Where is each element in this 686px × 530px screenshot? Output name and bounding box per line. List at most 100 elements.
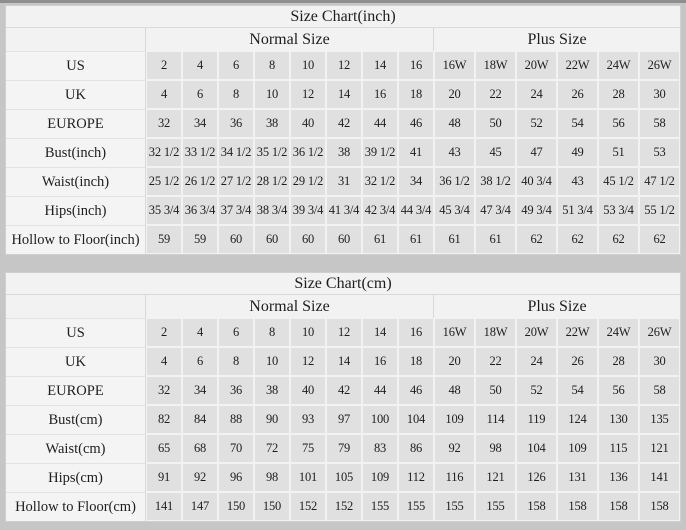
group-header-normal-size: Normal Size: [146, 295, 434, 318]
size-value: 90: [255, 406, 289, 433]
size-chart-cm-table: Size Chart(cm) Normal Size Plus Size US 2…: [5, 272, 681, 522]
size-value: 46: [399, 110, 433, 137]
size-value: 12: [291, 348, 325, 375]
size-value: 36 1/2: [435, 168, 474, 195]
size-value: 43: [435, 139, 474, 166]
size-value: 98: [255, 464, 289, 491]
size-value: 4: [147, 348, 181, 375]
size-value: 109: [435, 406, 474, 433]
size-value: 47: [517, 139, 556, 166]
table-row: Bust(inch) 32 1/2 33 1/2 34 1/2 35 1/2 36 1/2…: [6, 138, 680, 167]
size-value: 59: [147, 226, 181, 253]
size-value: 39 3/4: [291, 197, 325, 224]
size-value: 158: [558, 493, 597, 520]
size-value: 104: [517, 435, 556, 462]
size-value: 29 1/2: [291, 168, 325, 195]
size-value: 42: [327, 110, 361, 137]
size-value: 10: [255, 81, 289, 108]
size-value: 155: [435, 493, 474, 520]
size-value: 26W: [640, 319, 679, 346]
table-title: Size Chart(inch): [6, 6, 680, 28]
size-value: 24W: [599, 52, 638, 79]
size-value: 45: [476, 139, 515, 166]
size-value: 43: [558, 168, 597, 195]
group-header-spacer: [6, 28, 146, 51]
size-value: 4: [183, 52, 217, 79]
row-label: Hips(cm): [6, 463, 146, 492]
size-value: 62: [558, 226, 597, 253]
row-label: Hips(inch): [6, 196, 146, 225]
size-value: 92: [435, 435, 474, 462]
row-label: Waist(cm): [6, 434, 146, 463]
size-value: 155: [363, 493, 397, 520]
size-value: 42: [327, 377, 361, 404]
size-value: 12: [327, 52, 361, 79]
size-value: 109: [558, 435, 597, 462]
size-value: 54: [558, 377, 597, 404]
group-header-normal-size: Normal Size: [146, 28, 434, 51]
row-label: Bust(cm): [6, 405, 146, 434]
size-value: 104: [399, 406, 433, 433]
size-value: 36: [219, 377, 253, 404]
size-value: 45 1/2: [599, 168, 638, 195]
table-row: EUROPE 32 34 36 38 40 42 44 46 48 50 52 54 56 58: [6, 376, 680, 405]
size-value: 20W: [517, 52, 556, 79]
table-row: EUROPE 32 34 36 38 40 42 44 46 48 50 52 54 56 58: [6, 109, 680, 138]
size-value: 55 1/2: [640, 197, 679, 224]
size-value: 8: [255, 319, 289, 346]
size-value: 41: [399, 139, 433, 166]
table-body: US 2 4 6 8 10 12 14 16 16W 18W 20W 22W 24W 26W UK 4 6 8 10 1…: [6, 51, 680, 254]
size-value: 58: [640, 110, 679, 137]
size-value: 38: [255, 110, 289, 137]
size-value: 93: [291, 406, 325, 433]
table-body: US 2 4 6 8 10 12 14 16 16W 18W 20W 22W 24W 26W UK 4 6 8 10 1…: [6, 318, 680, 521]
size-value: 36: [219, 110, 253, 137]
size-value: 115: [599, 435, 638, 462]
group-header-row: Normal Size Plus Size: [6, 295, 680, 318]
size-value: 32: [147, 377, 181, 404]
size-value: 38 3/4: [255, 197, 289, 224]
group-header-row: Normal Size Plus Size: [6, 28, 680, 51]
size-value: 2: [147, 52, 181, 79]
table-row: US 2 4 6 8 10 12 14 16 16W 18W 20W 22W 24W 26W: [6, 51, 680, 80]
size-value: 4: [147, 81, 181, 108]
size-value: 82: [147, 406, 181, 433]
size-value: 83: [363, 435, 397, 462]
size-value: 48: [435, 377, 474, 404]
size-value: 16W: [435, 319, 474, 346]
size-value: 54: [558, 110, 597, 137]
size-value: 56: [599, 110, 638, 137]
size-value: 59: [183, 226, 217, 253]
size-value: 44: [363, 377, 397, 404]
size-value: 22W: [558, 52, 597, 79]
size-value: 14: [327, 81, 361, 108]
size-value: 56: [599, 377, 638, 404]
size-value: 35 3/4: [147, 197, 181, 224]
size-value: 109: [363, 464, 397, 491]
size-value: 24W: [599, 319, 638, 346]
size-value: 38: [255, 377, 289, 404]
group-header-plus-size: Plus Size: [527, 297, 587, 315]
size-value: 49 3/4: [517, 197, 556, 224]
size-value: 25 1/2: [147, 168, 181, 195]
size-value: 16: [363, 81, 397, 108]
size-value: 8: [219, 348, 253, 375]
size-value: 16: [363, 348, 397, 375]
size-value: 14: [363, 319, 397, 346]
row-label: UK: [6, 80, 146, 109]
size-value: 119: [517, 406, 556, 433]
row-label: EUROPE: [6, 376, 146, 405]
size-value: 65: [147, 435, 181, 462]
size-value: 47 1/2: [640, 168, 679, 195]
size-value: 8: [255, 52, 289, 79]
size-value: 60: [291, 226, 325, 253]
size-value: 34: [399, 168, 433, 195]
size-value: 48: [435, 110, 474, 137]
size-value: 50: [476, 377, 515, 404]
size-value: 24: [517, 81, 556, 108]
size-value: 10: [291, 52, 325, 79]
size-value: 36 1/2: [291, 139, 325, 166]
size-value: 62: [599, 226, 638, 253]
table-row: Hollow to Floor(inch) 59 59 60 60 60 60 61 61 61 6…: [6, 225, 680, 254]
size-value: 124: [558, 406, 597, 433]
